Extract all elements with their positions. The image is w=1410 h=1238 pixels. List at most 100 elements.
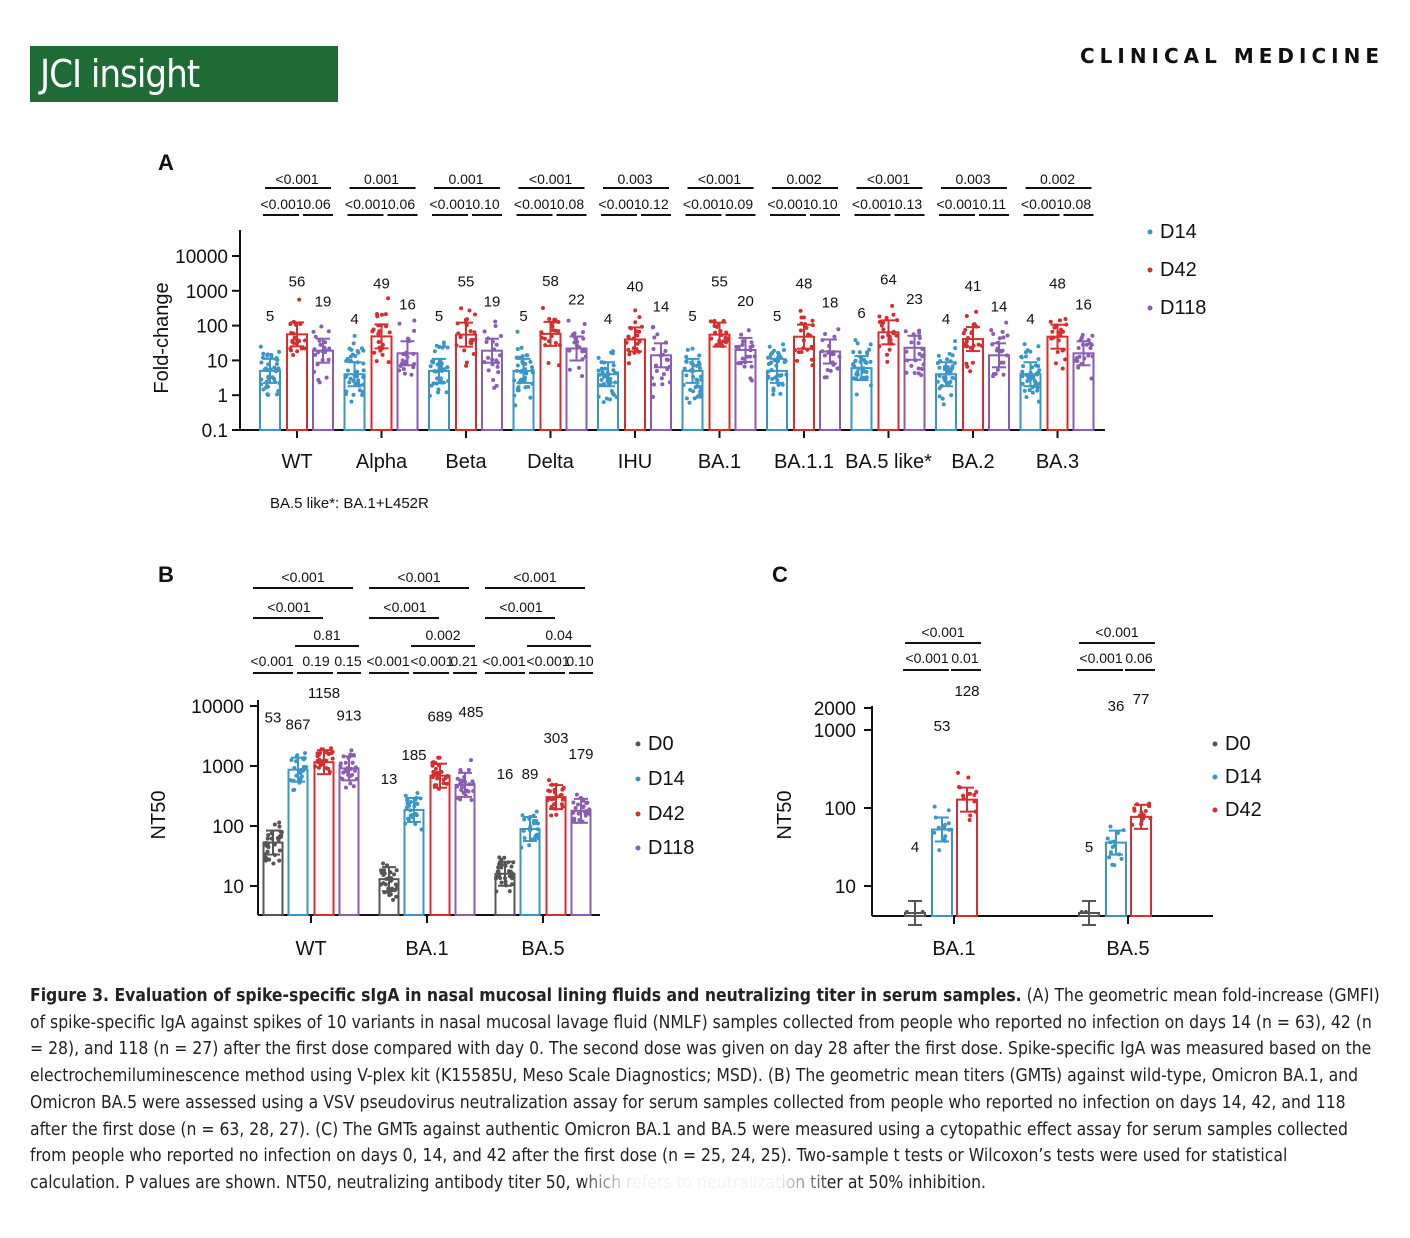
panel-a-d14-point <box>690 346 695 351</box>
panel-a-d42-bar <box>962 338 984 432</box>
panel-b-d14-point <box>527 816 532 821</box>
panel-a-d42-point <box>890 303 895 308</box>
panel-b-d118-point <box>348 781 353 786</box>
panel-a-d42-point <box>637 315 642 320</box>
panel-a-value-label: 48 <box>1049 276 1066 293</box>
panel-b-d42-point <box>554 782 559 787</box>
panel-a-d42-point <box>546 339 551 344</box>
panel-b-d14-point <box>298 776 303 781</box>
panel-a-d14-point <box>784 372 789 377</box>
panel-c-p-value: <0.001 <box>905 650 948 666</box>
panel-c-d14-point <box>1117 852 1122 857</box>
panel-a-d118-point <box>1088 345 1093 350</box>
panel-a-d118-point <box>327 346 332 351</box>
panel-a-value-label: 5 <box>266 308 274 325</box>
panel-a-d42-point <box>708 319 713 324</box>
panel-b-p-value: 0.21 <box>450 653 477 669</box>
panel-a-d14-point <box>601 382 606 387</box>
panel-a-d14-point <box>266 362 271 367</box>
panel-a-d14-point <box>937 365 942 370</box>
panel-a-d42-point <box>895 318 900 323</box>
panel-c-d42-point <box>973 809 978 814</box>
panel-a-d14-point <box>599 360 604 365</box>
panel-a-value-label: 14 <box>653 298 670 315</box>
panel-a-d14-point <box>1022 342 1027 347</box>
panel-a-d14-point <box>693 385 698 390</box>
panel-b-d118-point <box>462 774 467 779</box>
panel-b-p-value: <0.001 <box>267 599 310 615</box>
panel-a-d118-point <box>412 361 417 366</box>
panel-a-d14-point <box>346 368 351 373</box>
panel-b-p-value: 0.002 <box>425 627 460 643</box>
panel-a-d14-point <box>347 380 352 385</box>
panel-b-d0-point <box>496 869 501 874</box>
panel-a-d42-point <box>801 338 806 343</box>
panel-a-d118-point <box>574 336 579 341</box>
panel-b-legend-label: D14 <box>648 768 685 790</box>
panel-a-d14-point <box>692 396 697 401</box>
panel-a-d42-point <box>792 348 797 353</box>
panel-a-p-value: <0.001 <box>1021 196 1064 212</box>
panel-a-x-tick-label: BA.1 <box>698 451 741 473</box>
panel-a-d14-point <box>274 362 279 367</box>
panel-a-d118-point <box>652 382 657 387</box>
panel-b-d0-point <box>378 882 383 887</box>
panel-a-d42-point <box>291 331 296 336</box>
panel-b-d14-point <box>403 821 408 826</box>
panel-a-d118-point <box>663 340 668 345</box>
panel-a-d42-point <box>634 347 639 352</box>
panel-a-d118-point <box>397 321 402 326</box>
panel-a-d14-point <box>515 329 520 334</box>
panel-b-d42-point <box>444 781 449 786</box>
panel-b-d42-point <box>326 752 331 757</box>
panel-a-value-label: 58 <box>542 273 559 290</box>
panel-a-p-value: <0.001 <box>867 171 910 187</box>
panel-b-d14-point <box>294 754 299 759</box>
panel-a-d118-point <box>740 356 745 361</box>
panel-a-d14-point <box>697 384 702 389</box>
panel-b-d42-point <box>560 797 565 802</box>
panel-a-d14-point <box>432 349 437 354</box>
panel-a-d14-point <box>352 373 357 378</box>
panel-b-d118-point <box>577 818 582 823</box>
panel-c-d0-point <box>1083 910 1088 914</box>
panel-a-d14-point <box>441 340 446 345</box>
panel-a-value-label: 5 <box>435 308 443 325</box>
panel-c-legend-marker <box>1212 774 1218 780</box>
panel-a-x-tick-label: BA.5 like* <box>845 451 932 473</box>
panel-a-d42-point <box>965 364 970 369</box>
panel-a-d42-point <box>463 317 468 322</box>
panel-b-d0-point <box>269 831 274 836</box>
panel-label-b: B <box>158 562 174 587</box>
panel-a-d14-point <box>361 375 366 380</box>
panel-a-d14-point <box>859 376 864 381</box>
panel-a-d42-point <box>633 308 638 313</box>
panel-b-value-label: 16 <box>497 766 514 783</box>
panel-a-d42-point <box>1060 366 1065 371</box>
panel-a-d42-point <box>633 320 638 325</box>
panel-a-d118-point <box>1001 372 1006 377</box>
panel-a-d118-point <box>822 375 827 380</box>
panel-a-d42-point <box>458 335 463 340</box>
panel-b-d0-point <box>502 855 507 860</box>
panel-b-d0-point <box>276 837 281 842</box>
panel-b-legend-label: D42 <box>648 803 685 825</box>
panel-b-d0-point <box>269 836 274 841</box>
panel-c-d42-point <box>1143 808 1148 813</box>
panel-b-d0-point <box>388 870 393 875</box>
panel-b-p-value: <0.001 <box>383 599 426 615</box>
panel-a-d42-point <box>550 324 555 329</box>
panel-b-value-label: 867 <box>285 717 310 734</box>
panel-a-d42-point <box>963 328 968 333</box>
panel-b-d118-point <box>584 800 589 805</box>
panel-b-d0-point <box>262 854 267 859</box>
panel-a-d14-point <box>348 358 353 363</box>
panel-a-p-value: <0.001 <box>429 196 472 212</box>
panel-b-d14-point <box>531 813 536 818</box>
panel-c-d42-point <box>968 813 973 818</box>
panel-a-d118-point <box>998 360 1003 365</box>
panel-a-d42-point <box>297 297 302 302</box>
panel-a-d42-point <box>637 329 642 334</box>
panel-a-d14-point <box>344 358 349 363</box>
panel-a-legend-label: D118 <box>1160 297 1206 319</box>
